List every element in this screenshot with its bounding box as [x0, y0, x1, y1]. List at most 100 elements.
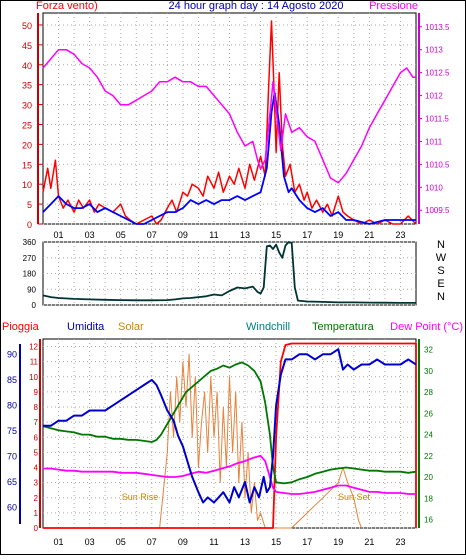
weather-annotations: Sun Rise Sun Set [122, 492, 371, 502]
x-tick-label: 05 [116, 230, 126, 240]
compass-label: W [436, 252, 447, 264]
x-tick-label: 19 [333, 537, 343, 547]
legend-windchill: Windchill [246, 321, 290, 333]
compass-label: S [437, 265, 444, 277]
chart-title: 24 hour graph day : 14 Agosto 2020 [169, 0, 344, 12]
rain-tick-label: 7 [34, 418, 39, 427]
rain-tick-label: 12 [29, 343, 38, 352]
rain-tick-label: 9 [34, 388, 39, 397]
x-tick-label: 03 [85, 230, 95, 240]
rain-tick-label: 2 [34, 494, 39, 503]
humidity-tick-label: 75 [7, 426, 17, 436]
x-tick-label: 17 [302, 230, 312, 240]
legend-temperatura: Temperatura [312, 321, 375, 333]
series-line-pioggia [43, 342, 417, 529]
humidity-tick-label: 65 [7, 477, 17, 487]
wind-tick-label: 15 [22, 160, 32, 170]
rain-tick-label: 4 [34, 464, 39, 473]
x-tick-label: 23 [395, 230, 405, 240]
compass-label: N [437, 239, 445, 251]
wind-pressure-plot-frame [42, 12, 417, 225]
rain-tick-label: 10 [29, 373, 38, 382]
x-tick-label: 17 [302, 537, 312, 547]
x-tick-label: 21 [364, 230, 374, 240]
pressure-y-axis: 1009.5 1010 1010.5 1011 1011.5 1012 1012.5 1013… [418, 13, 450, 224]
temperature-tick-label: 16 [424, 516, 433, 525]
humidity-tick-label: 85 [7, 375, 17, 385]
wind-tick-label: 45 [22, 41, 32, 51]
wind-direction-y-axis: 0 90 180 270 360 [23, 238, 37, 310]
pressure-tick-label: 1009.5 [425, 206, 450, 215]
wind-direction-grid [43, 241, 416, 306]
legend-pioggia: Pioggia [2, 321, 40, 333]
direction-tick-label: 270 [23, 254, 37, 263]
wind-direction-line [42, 241, 416, 304]
pressure-tick-label: 1010 [425, 183, 443, 192]
series-line-solar [159, 353, 363, 529]
pressure-tick-label: 1012 [425, 92, 443, 101]
x-tick-label: 13 [240, 230, 250, 240]
x-tick-label: 09 [178, 537, 188, 547]
direction-tick-label: 90 [27, 285, 36, 294]
direction-tick-label: 0 [32, 301, 37, 310]
sunrise-label: Sun Rise [122, 492, 159, 502]
x-tick-label: 11 [209, 537, 218, 547]
wind-y-axis: 0 5 10 15 20 25 30 35 40 45 50 [22, 13, 43, 230]
pressure-tick-label: 1011.5 [425, 115, 449, 124]
direction-tick-label: 180 [23, 270, 37, 279]
wind-pressure-x-axis: 01 03 05 07 09 11 13 15 17 19 21 23 [54, 230, 406, 240]
wind-tick-label: 10 [22, 180, 32, 190]
temperature-tick-label: 26 [424, 409, 433, 418]
series-line-temperatura [42, 361, 417, 485]
x-tick-label: 05 [116, 537, 126, 547]
temperature-tick-label: 22 [424, 452, 433, 461]
compass-label: E [437, 278, 444, 290]
rain-tick-label: 1 [34, 509, 39, 518]
humidity-tick-label: 80 [7, 400, 17, 410]
wind-tick-label: 35 [22, 81, 32, 91]
x-tick-label: 01 [54, 537, 64, 547]
rain-tick-label: 3 [34, 479, 39, 488]
x-tick-label: 09 [178, 230, 188, 240]
wind-direction-series [42, 241, 416, 304]
temperature-tick-label: 24 [424, 431, 433, 440]
sunset-label: Sun Set [338, 492, 371, 502]
pressure-line [42, 48, 416, 184]
humidity-y-axis: 60 65 70 75 80 85 90 [7, 344, 21, 524]
wind-tick-label: 0 [27, 220, 32, 230]
series-line-umidita [43, 348, 417, 504]
rain-tick-label: 5 [34, 448, 39, 457]
humidity-tick-label: 60 [7, 503, 17, 513]
pressure-tick-label: 1013 [425, 46, 443, 55]
x-tick-label: 15 [271, 537, 281, 547]
wind-tick-label: 25 [22, 120, 32, 130]
weather-series [42, 342, 417, 529]
rain-tick-label: 11 [30, 358, 39, 367]
wind-tick-label: 40 [22, 61, 32, 71]
pressure-tick-label: 1011 [425, 137, 443, 146]
series-line-dew-point [43, 454, 416, 495]
wind-direction-plot-frame [42, 241, 417, 306]
humidity-tick-label: 90 [7, 349, 17, 359]
temperature-tick-label: 30 [424, 367, 433, 376]
x-tick-label: 15 [271, 230, 281, 240]
wind-tick-label: 30 [22, 101, 32, 111]
rain-tick-label: 8 [34, 403, 39, 412]
pressure-tick-label: 1013.5 [425, 23, 450, 32]
wind-tick-label: 20 [22, 140, 32, 150]
x-tick-label: 21 [364, 537, 374, 547]
wind-tick-label: 5 [27, 200, 32, 210]
direction-tick-label: 360 [23, 238, 37, 247]
x-tick-label: 19 [333, 230, 343, 240]
x-tick-label: 23 [395, 537, 405, 547]
x-tick-label: 07 [147, 537, 157, 547]
x-tick-label: 13 [240, 537, 250, 547]
wind-pressure-series [42, 20, 417, 225]
legend-solar: Solar [118, 321, 144, 333]
rain-tick-label: 6 [34, 433, 39, 442]
x-tick-label: 11 [209, 230, 218, 240]
pressure-right-label: Pressione [369, 0, 418, 12]
